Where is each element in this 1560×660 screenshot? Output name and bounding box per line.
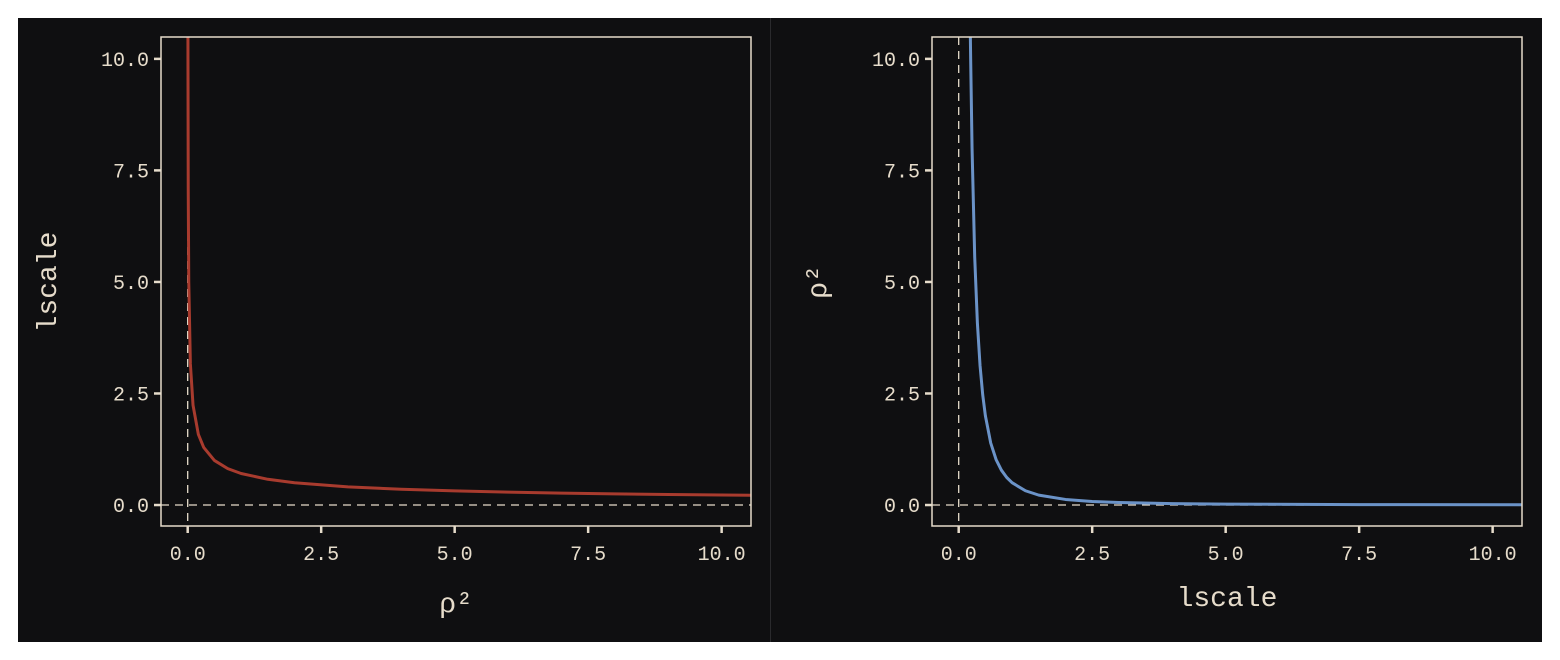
- right-y-axis-label: ρ²: [804, 265, 835, 299]
- left-x-tick-label: 5.0: [437, 544, 473, 567]
- left-y-tick-label: 2.5: [113, 384, 149, 407]
- right-y-tick-label: 0.0: [884, 496, 920, 519]
- left-x-tick-label: 7.5: [570, 544, 606, 567]
- right-x-tick-label: 0.0: [941, 544, 977, 567]
- right-x-tick-label: 7.5: [1341, 544, 1377, 567]
- right-x-tick-label: 10.0: [1469, 544, 1517, 567]
- right-x-tick-label: 5.0: [1208, 544, 1244, 567]
- right-x-axis-label: lscale: [1177, 584, 1278, 615]
- left-y-axis-label: lscale: [34, 232, 65, 333]
- left-x-tick-label: 10.0: [698, 544, 746, 567]
- left-y-tick-label: 7.5: [113, 161, 149, 184]
- left-x-tick-label: 2.5: [303, 544, 339, 567]
- right-y-tick-label: 2.5: [884, 384, 920, 407]
- right-y-tick-label: 5.0: [884, 273, 920, 296]
- left-y-tick-label: 5.0: [113, 273, 149, 296]
- left-y-tick-label: 0.0: [113, 496, 149, 519]
- right-y-tick-label: 7.5: [884, 161, 920, 184]
- left-panel: ρ² lscale 0.0 2.5 5.0 7.5 10.0 0.0 2.5 5.0 7.5 10…: [34, 36, 752, 621]
- figure-background: [18, 18, 1542, 642]
- left-series-line: [186, 37, 751, 497]
- right-x-tick-label: 2.5: [1074, 544, 1110, 567]
- left-x-axis-label: ρ²: [439, 590, 473, 621]
- right-series-line: [968, 37, 1522, 507]
- right-y-tick-label: 10.0: [872, 50, 920, 73]
- left-y-tick-label: 10.0: [101, 50, 149, 73]
- right-panel: lscale ρ² 0.0 2.5 5.0 7.5 10.0 0.0 2.5 5.0 7.5 10…: [804, 36, 1523, 615]
- left-x-tick-label: 0.0: [170, 544, 206, 567]
